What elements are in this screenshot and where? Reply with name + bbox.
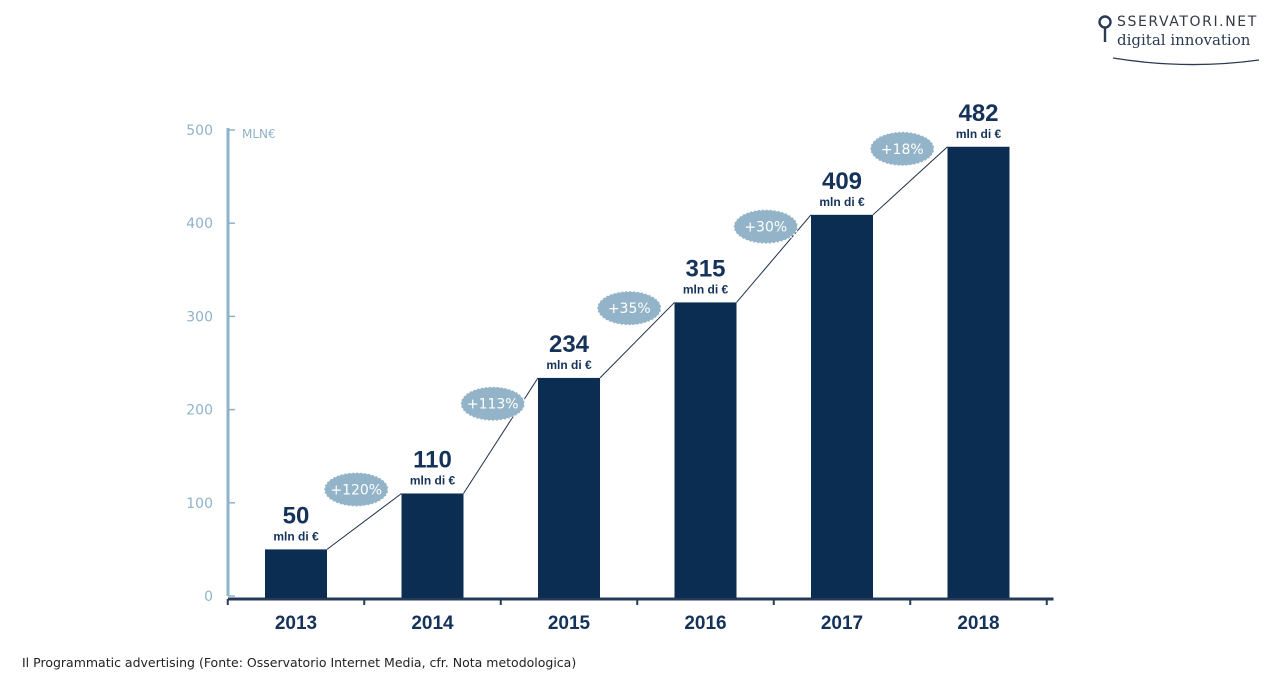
category-label: 2015 xyxy=(548,613,591,634)
growth-badge xyxy=(596,290,662,326)
data-value-label: 234 xyxy=(549,331,590,358)
data-value-label: 409 xyxy=(822,168,862,195)
connector-line xyxy=(326,493,402,550)
growth-badge xyxy=(323,471,389,508)
category-label: 2013 xyxy=(275,613,317,634)
data-value-label: 50 xyxy=(283,502,310,529)
category-label: 2016 xyxy=(684,613,726,634)
data-unit-label: mln di € xyxy=(273,529,319,543)
growth-badge xyxy=(460,385,526,422)
growth-label: +30% xyxy=(744,220,787,236)
osservatori-logo: SSERVATORI.NET digital innovation xyxy=(1097,14,1269,66)
data-value-label: 110 xyxy=(413,446,452,473)
y-tick-label: 400 xyxy=(186,216,213,232)
chart-caption: Il Programmatic advertising (Fonte: Osse… xyxy=(22,655,577,670)
bar xyxy=(947,146,1010,598)
growth-badge xyxy=(869,131,935,167)
bar xyxy=(811,214,873,598)
data-value-label: 482 xyxy=(958,100,998,127)
growth-label: +18% xyxy=(881,142,924,158)
connector-line xyxy=(736,214,812,303)
category-label: 2018 xyxy=(957,613,999,634)
bar xyxy=(401,493,464,598)
data-unit-label: mln di € xyxy=(410,473,456,487)
data-unit-label: mln di € xyxy=(683,282,729,296)
y-tick-label: 200 xyxy=(186,403,213,419)
logo-tagline: digital innovation xyxy=(1117,31,1251,49)
logo-brand: SSERVATORI.NET xyxy=(1117,14,1258,30)
y-axis-unit-label: MLN€ xyxy=(242,127,276,141)
category-label: 2017 xyxy=(821,613,863,634)
y-tick-label: 500 xyxy=(186,123,213,139)
bar xyxy=(538,377,600,598)
data-unit-label: mln di € xyxy=(819,195,865,209)
data-unit-label: mln di € xyxy=(956,127,1002,141)
data-unit-label: mln di € xyxy=(546,358,592,372)
y-tick-label: 100 xyxy=(186,496,213,512)
y-tick-label: 300 xyxy=(186,309,213,325)
data-value-label: 315 xyxy=(685,255,725,282)
growth-label: +120% xyxy=(330,482,382,498)
connector-line xyxy=(599,302,675,379)
connector-line xyxy=(872,146,948,216)
y-tick-label: 0 xyxy=(204,589,213,605)
connector-line xyxy=(463,377,539,494)
growth-label: +35% xyxy=(608,301,651,317)
growth-badge xyxy=(733,208,799,245)
bar xyxy=(674,302,737,598)
growth-label: +113% xyxy=(467,397,519,413)
bar xyxy=(265,549,327,598)
magnifier-o-icon xyxy=(1098,15,1112,42)
category-label: 2014 xyxy=(411,613,454,634)
